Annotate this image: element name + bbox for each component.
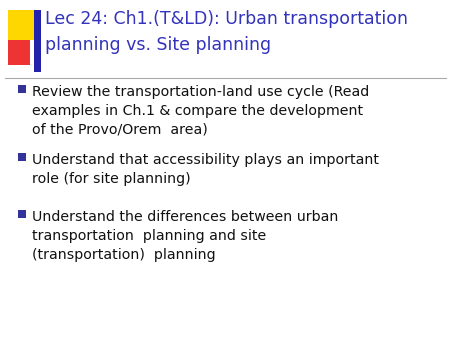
- Text: Lec 24: Ch1.(T&LD): Urban transportation: Lec 24: Ch1.(T&LD): Urban transportation: [45, 10, 408, 28]
- Bar: [34, 10, 41, 72]
- Text: Understand that accessibility plays an important
role (for site planning): Understand that accessibility plays an i…: [32, 153, 379, 186]
- Bar: [8, 10, 36, 40]
- Text: Understand the differences between urban
transportation  planning and site
(tran: Understand the differences between urban…: [32, 210, 338, 262]
- Bar: [8, 40, 30, 65]
- Bar: [18, 210, 26, 218]
- Bar: [18, 85, 26, 93]
- Text: planning vs. Site planning: planning vs. Site planning: [45, 36, 271, 54]
- Text: Review the transportation-land use cycle (Read
examples in Ch.1 & compare the de: Review the transportation-land use cycle…: [32, 85, 369, 137]
- Bar: [18, 153, 26, 161]
